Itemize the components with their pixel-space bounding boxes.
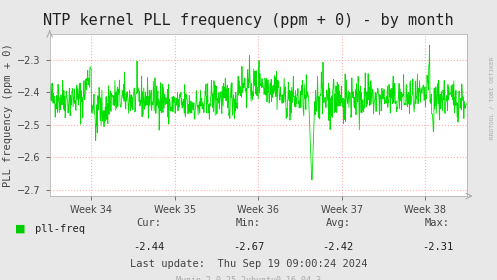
Text: -2.31: -2.31: [422, 242, 453, 252]
Text: Last update:  Thu Sep 19 09:00:24 2024: Last update: Thu Sep 19 09:00:24 2024: [130, 259, 367, 269]
Text: RRDTOOL / TOBI OETIKER: RRDTOOL / TOBI OETIKER: [490, 57, 495, 139]
Text: -2.67: -2.67: [233, 242, 264, 252]
Text: Munin 2.0.25-2ubuntu0.16.04.3: Munin 2.0.25-2ubuntu0.16.04.3: [176, 276, 321, 280]
Text: -2.42: -2.42: [323, 242, 353, 252]
Text: pll-freq: pll-freq: [35, 224, 85, 234]
Text: Avg:: Avg:: [326, 218, 350, 228]
Text: Max:: Max:: [425, 218, 450, 228]
Text: -2.44: -2.44: [134, 242, 165, 252]
Text: Min:: Min:: [236, 218, 261, 228]
Text: ■: ■: [15, 224, 25, 234]
Text: NTP kernel PLL frequency (ppm + 0) - by month: NTP kernel PLL frequency (ppm + 0) - by …: [43, 13, 454, 28]
Text: Cur:: Cur:: [137, 218, 162, 228]
Y-axis label: PLL frequency (ppm + 0): PLL frequency (ppm + 0): [3, 43, 13, 187]
